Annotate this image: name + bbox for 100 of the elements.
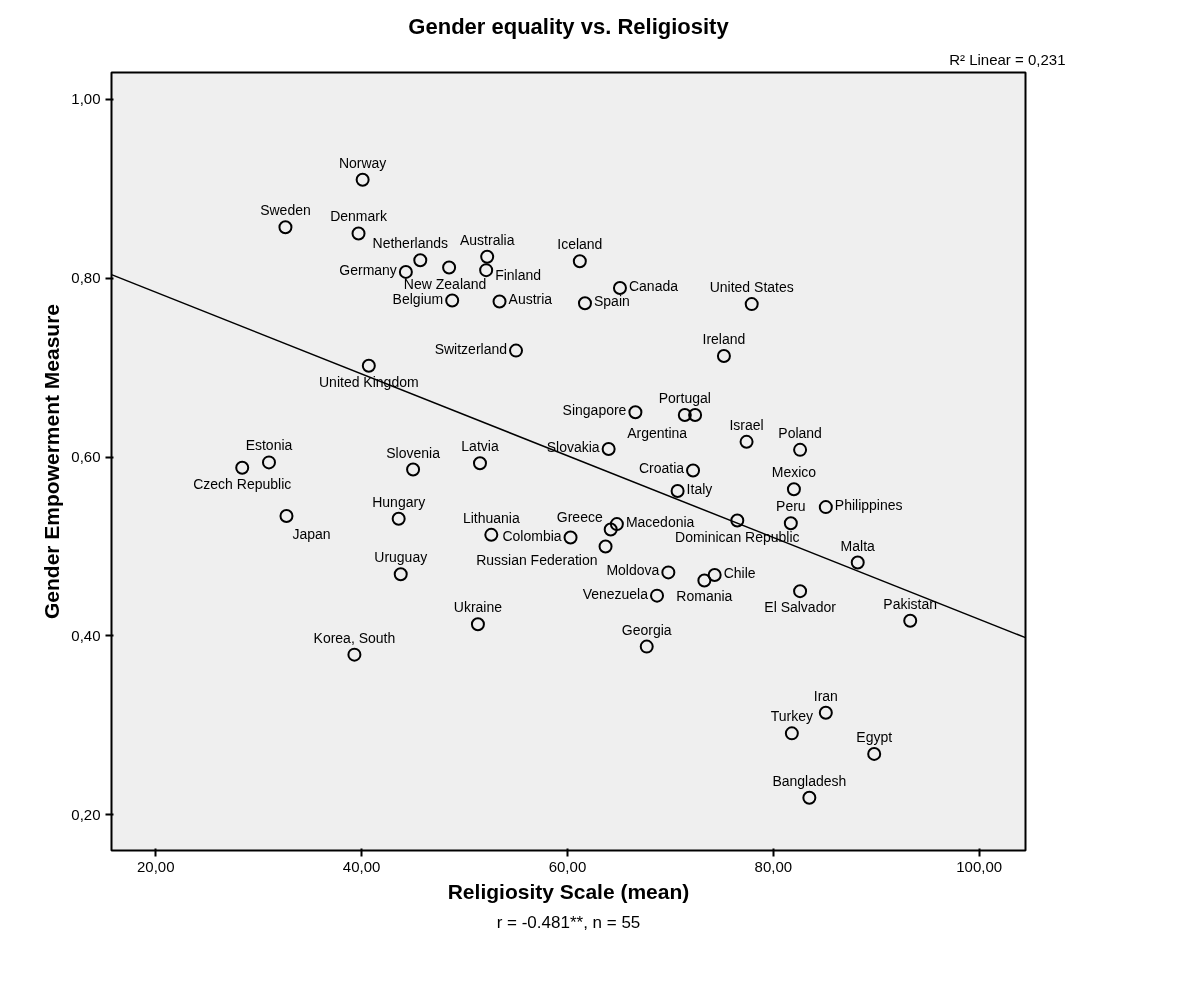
- point: [612, 281, 627, 295]
- data-label: Sweden: [260, 202, 311, 219]
- point: [278, 220, 293, 235]
- point: [413, 253, 428, 268]
- point: [730, 513, 745, 528]
- point: [677, 408, 692, 422]
- data-label: Slovenia: [386, 444, 441, 461]
- point: [470, 617, 485, 632]
- point: [686, 463, 701, 478]
- point: [850, 555, 865, 570]
- data-label: Japan: [292, 526, 331, 543]
- point: [351, 226, 366, 241]
- data-label: Germany: [339, 261, 397, 278]
- data-label: Korea, South: [313, 629, 396, 646]
- data-label: Russian Federation: [476, 552, 598, 569]
- data-label: Chile: [723, 565, 756, 582]
- data-label: Italy: [686, 481, 713, 498]
- data-label: Denmark: [330, 208, 388, 225]
- point: [261, 455, 276, 470]
- data-label: El Salvador: [764, 599, 837, 616]
- data-label: Poland: [778, 424, 822, 441]
- data-label: Slovakia: [546, 438, 600, 455]
- point: [472, 456, 487, 471]
- point: [628, 405, 643, 420]
- text: r = -0.481**, n = 55: [496, 912, 641, 932]
- data-label: Argentina: [627, 425, 688, 441]
- point: [639, 639, 654, 654]
- chart-title: Gender equality vs. Religiosity: [408, 13, 730, 39]
- point: [563, 530, 578, 545]
- data-label: Belgium: [392, 290, 444, 307]
- data-label: Ireland: [702, 330, 746, 347]
- point: [598, 539, 613, 554]
- y-axis-title: Gender Empowerment Measure: [40, 303, 64, 620]
- point: [786, 482, 801, 497]
- point: [577, 296, 592, 311]
- point: [603, 522, 618, 537]
- point: [793, 442, 808, 457]
- data-label: Georgia: [621, 621, 672, 638]
- data-label: Romania: [676, 588, 733, 605]
- point: [783, 516, 798, 531]
- data-label: Turkey: [770, 708, 813, 725]
- data-label: Hungary: [372, 493, 426, 510]
- data-label: Venezuela: [582, 585, 649, 602]
- data-label: Singapore: [562, 402, 627, 419]
- point: [601, 441, 616, 456]
- data-label: Philippines: [834, 497, 903, 514]
- point: [867, 746, 882, 761]
- point: [484, 527, 499, 542]
- point: [784, 726, 799, 741]
- data-label: Iceland: [557, 236, 603, 253]
- data-label: Norway: [338, 154, 387, 171]
- point: [650, 588, 665, 603]
- x-tick-label: 100,00: [956, 857, 1003, 875]
- x-tick-label: 20,00: [136, 857, 175, 875]
- data-label: Czech Republic: [193, 475, 292, 492]
- y-tick-label: 0,60: [71, 448, 101, 466]
- data-label: Estonia: [245, 437, 293, 454]
- text: R² Linear = 0,231: [949, 50, 1066, 68]
- data-label: Lithuania: [462, 509, 520, 526]
- point: [391, 511, 406, 526]
- y-tick-label: 0,20: [71, 805, 101, 823]
- point: [661, 565, 676, 580]
- data-label: Iran: [813, 687, 838, 704]
- data-label: Greece: [556, 509, 603, 526]
- point: [442, 260, 457, 275]
- point: [235, 460, 250, 475]
- x-axis-title: Religiosity Scale (mean): [447, 879, 690, 903]
- point: [744, 297, 759, 312]
- point: [445, 293, 460, 308]
- data-label: Spain: [593, 293, 630, 310]
- point: [393, 567, 408, 582]
- point: [688, 408, 703, 422]
- point: [279, 509, 294, 524]
- x-tick-label: 60,00: [548, 857, 587, 875]
- point: [802, 790, 817, 805]
- y-tick-label: 0,40: [71, 626, 101, 644]
- data-label: Colombia: [502, 527, 562, 544]
- point: [818, 705, 833, 720]
- point: [492, 294, 507, 309]
- point: [406, 462, 421, 477]
- point: [479, 263, 494, 278]
- point: [716, 348, 731, 363]
- data-label: Macedonia: [625, 514, 695, 531]
- point: [355, 172, 370, 187]
- data-label: Croatia: [638, 460, 685, 477]
- data-label: Peru: [776, 498, 806, 515]
- x-tick-label: 80,00: [754, 857, 793, 875]
- data-label: Portugal: [658, 390, 711, 406]
- data-label: Egypt: [856, 728, 893, 745]
- data-label: Austria: [508, 291, 553, 308]
- data-label: Ukraine: [453, 599, 503, 616]
- point: [707, 568, 722, 583]
- data-label: United States: [709, 279, 794, 296]
- data-label: Latvia: [461, 438, 499, 455]
- point: [818, 500, 833, 515]
- point: [572, 254, 587, 269]
- data-label: Switzerland: [434, 340, 508, 357]
- point: [509, 343, 524, 358]
- y-tick-label: 0,80: [71, 269, 101, 287]
- point: [361, 358, 376, 373]
